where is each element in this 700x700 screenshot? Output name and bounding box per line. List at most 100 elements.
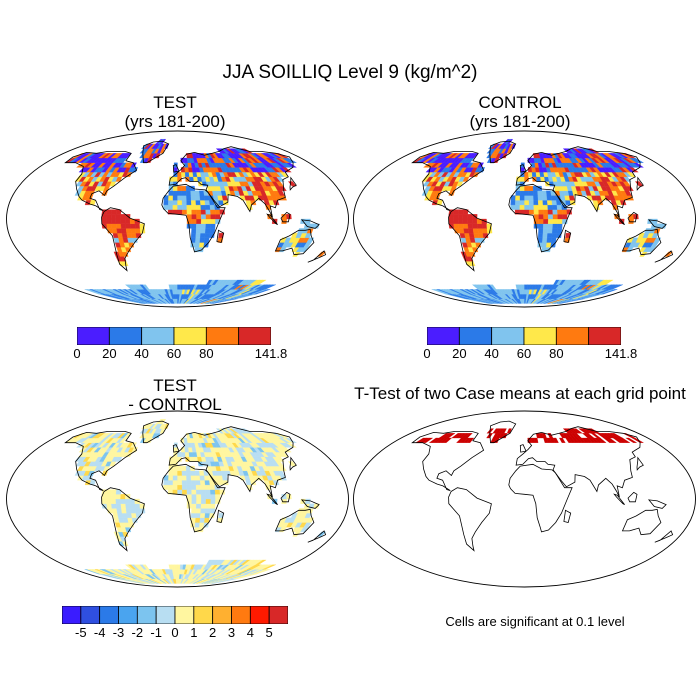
grid-cell [196,489,202,495]
grid-cell [609,284,623,290]
grid-cell [200,209,207,215]
grid-cell [198,247,204,253]
grid-cell [195,237,201,243]
grid-cell [111,209,117,215]
ttest-panel-title: T-Test of two Case means at each grid po… [354,384,686,403]
grid-cell [210,214,216,220]
grid-cell [556,228,563,234]
grid-cell [181,185,187,191]
coastline-greenland [489,140,517,164]
grid-cell [528,190,534,196]
colorbar-swatch [231,606,251,624]
grid-cell [115,494,121,500]
grid-cell [125,223,131,229]
grid-cell [556,204,563,210]
grid-cell [110,218,117,224]
grid-cell [200,503,207,509]
grid-cell [209,228,216,234]
grid-cell [521,289,525,295]
grid-cell [115,498,121,504]
grid-cell [551,200,558,206]
coastline-africa [161,463,226,533]
grid-cell [545,247,551,253]
coastline-madagascar [216,509,225,523]
colorbar-tick-label: 20 [452,346,467,361]
grid-cell [568,195,575,201]
grid-cell [191,498,197,504]
grid-cell [189,176,195,182]
grid-cell [562,214,568,220]
grid-cell [205,214,211,220]
grid-cell [173,176,178,182]
grid-cell [209,204,216,210]
grid-cell [186,209,192,215]
grid-cell [186,475,192,481]
grid-cell [477,162,484,168]
colorbar-swatch [118,606,138,624]
coastline-britain [519,444,527,453]
grid-cell [458,223,464,229]
coastline-madagascar [563,509,572,523]
grid-cell [538,228,544,234]
grid-cell [528,200,534,206]
grid-cell [196,503,202,509]
grid-cell [135,228,141,234]
grid-cell [543,209,549,215]
grid-cell [177,195,183,201]
grid-cell [191,484,197,490]
grid-cell [510,200,516,206]
grid-cell [610,433,624,439]
grid-cell [134,223,141,229]
grid-cell [171,284,176,290]
grid-cell [194,190,200,196]
grid-cell [467,214,473,220]
grid-cell [550,190,556,196]
grid-cell [205,494,211,500]
grid-cell [130,162,137,168]
coastline-northamerica [411,150,485,211]
grid-cell [186,489,192,495]
grid-cell [573,428,583,434]
grid-cell [172,480,178,486]
colorbar-swatch [427,327,460,345]
grid-cell [190,200,197,206]
grid-cell [477,228,484,234]
grid-cell [177,564,181,570]
coastline-borneo [627,491,638,503]
grid-cell [174,564,178,570]
grid-cell [533,214,539,220]
grid-cell [177,209,183,215]
grid-cell [135,508,141,514]
coastline-northamerica [64,150,138,211]
coastline-newguinea [300,499,320,509]
grid-cell [125,498,131,504]
grid-cell [174,569,178,575]
grid-cell [190,480,197,486]
grid-cell [204,237,210,243]
grid-cell [537,232,544,238]
grid-cell [204,232,211,238]
grid-cell [254,289,271,295]
grid-cell [191,214,197,220]
test-panel-title: TEST [153,93,197,112]
grid-cell [528,185,534,191]
grid-cell [191,508,197,514]
coastline-eurasia [515,426,641,498]
coastline-borneo [280,491,291,503]
grid-cell [172,475,178,481]
grid-cell [542,228,549,234]
grid-cell [210,223,216,229]
grid-cell [200,480,206,486]
map-boundary [353,410,696,588]
grid-cell [200,204,206,210]
colorbar-swatch [155,606,176,624]
grid-cell [106,218,112,224]
coastline-sumatra [266,493,278,505]
grid-cell [543,218,549,224]
coastline-southamerica [101,487,145,552]
test-colorbar [77,327,271,345]
grid-cell [168,190,174,196]
colorbar-swatch [80,606,101,624]
grid-cell [101,498,107,504]
colorbar-swatch [193,606,214,624]
